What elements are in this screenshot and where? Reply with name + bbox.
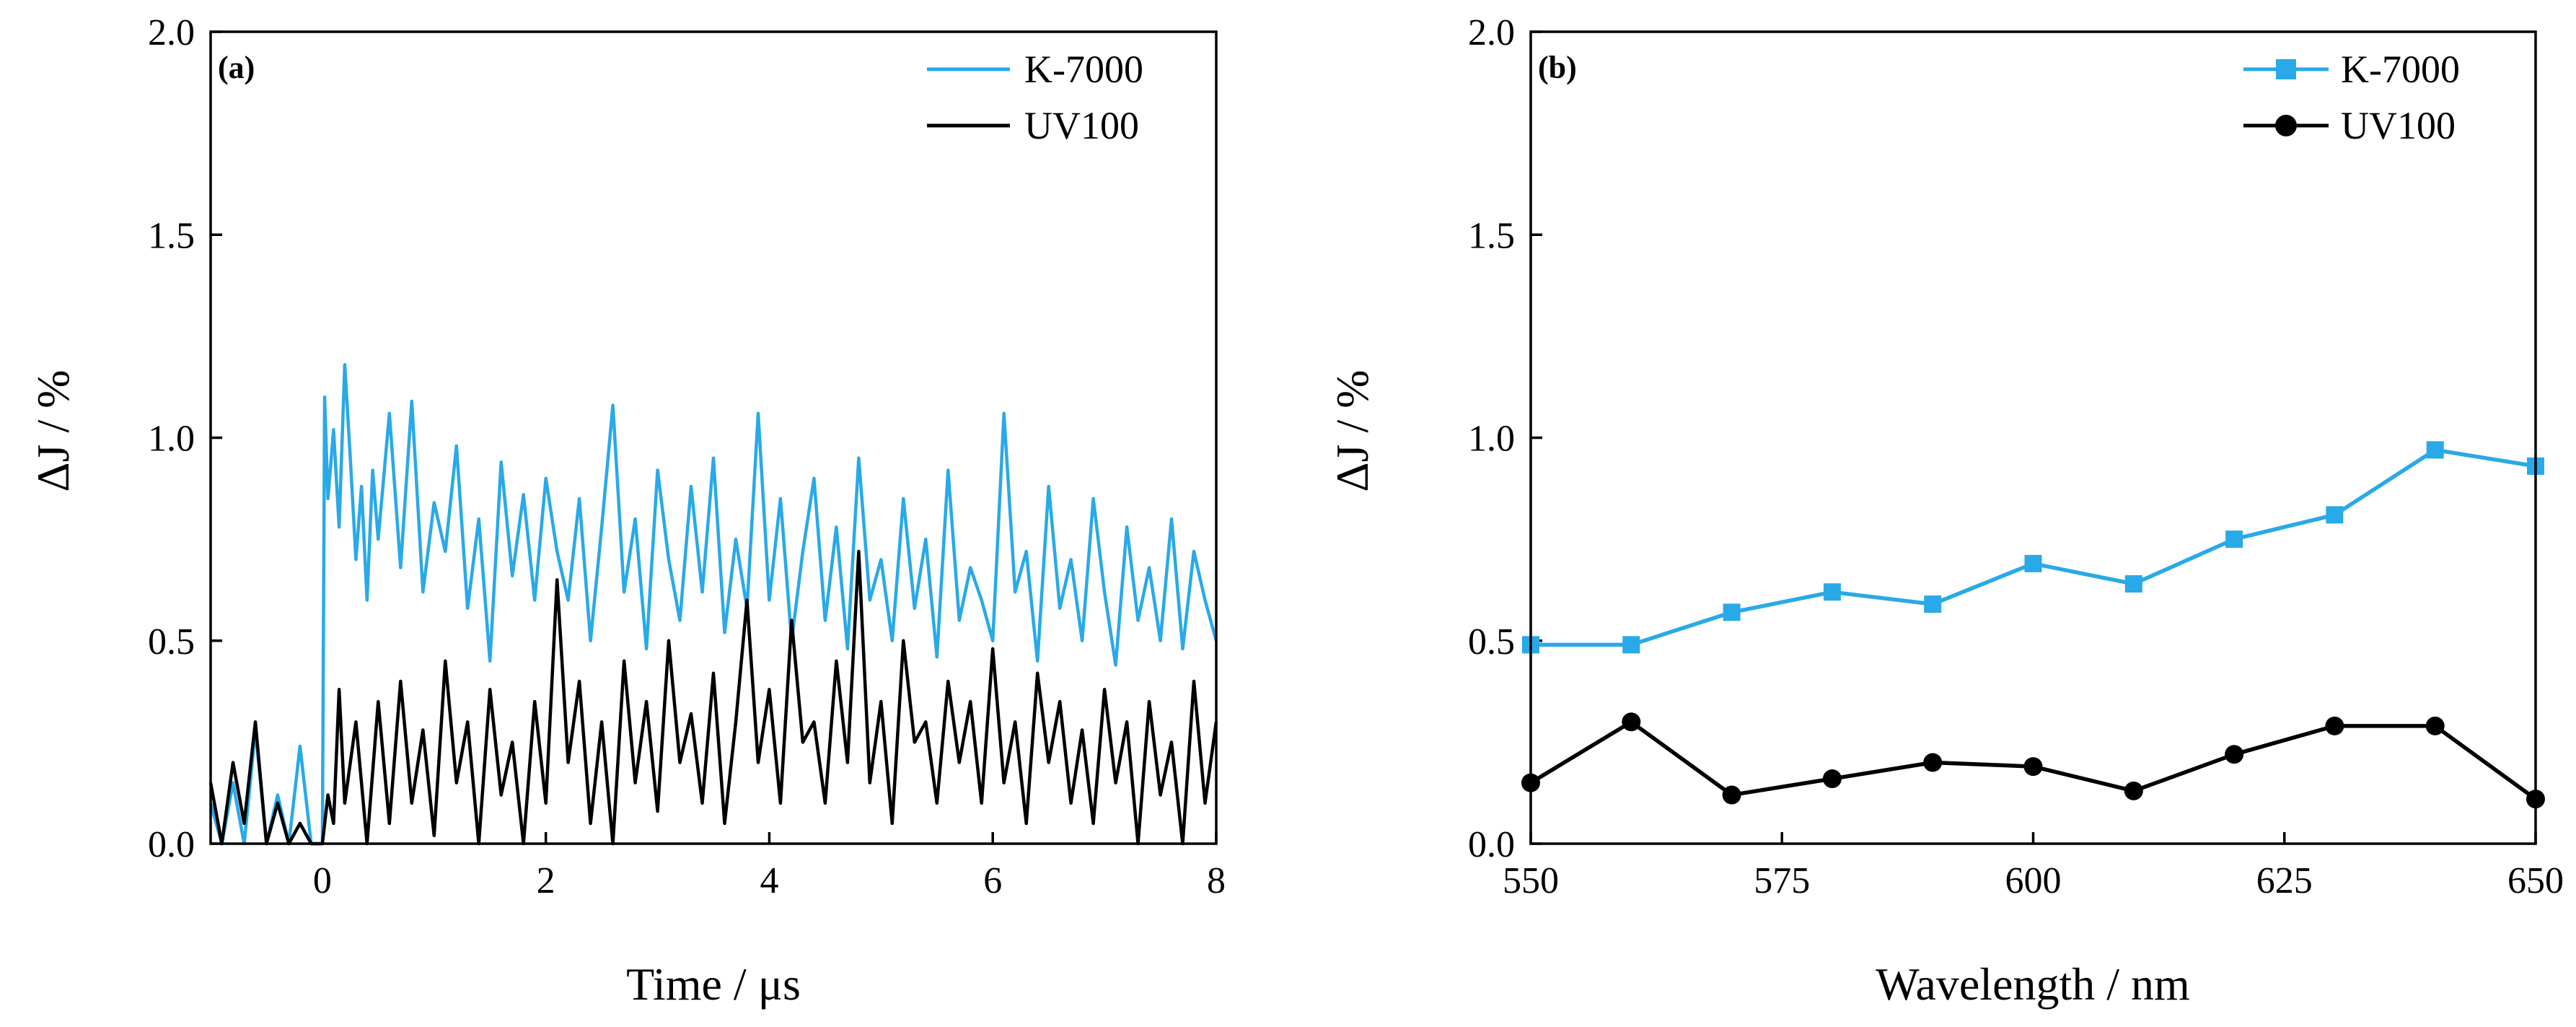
data-point-k7000 (1823, 583, 1841, 601)
data-point-uv100 (1722, 785, 1741, 805)
data-point-uv100 (1822, 769, 1842, 788)
x-tick-label: 0 (313, 860, 332, 901)
y-tick-label: 1.0 (148, 419, 195, 460)
panel-a-x-tick-labels: 0 2 4 6 8 (313, 860, 1226, 901)
y-tick-label: 0.0 (148, 824, 195, 865)
data-point-k7000 (2426, 441, 2444, 459)
x-tick-label: 650 (2507, 860, 2564, 901)
legend-k7000-label: K-7000 (2341, 48, 2460, 91)
panel-b-frame (1529, 30, 2537, 845)
legend-uv100-marker (2275, 115, 2297, 136)
panel-a-ticks (211, 30, 1218, 845)
data-point-k7000 (1622, 636, 1640, 654)
panel-b-xlabel: Wavelength / nm (1876, 958, 2190, 1010)
legend-k7000-marker (2276, 59, 2296, 79)
data-point-k7000 (2326, 506, 2344, 524)
series-line-uv100 (208, 549, 1218, 846)
panel-a-series (208, 363, 1218, 846)
data-point-k7000 (1723, 603, 1741, 621)
panel-b-ylabel: ΔJ / % (1327, 370, 1378, 491)
panel-a-label: (a) (218, 50, 255, 85)
panel-a-frame (209, 30, 1218, 845)
data-point-uv100 (2124, 781, 2143, 800)
x-tick-label: 625 (2256, 860, 2313, 901)
y-tick-label: 0.5 (148, 621, 195, 663)
x-tick-label: 6 (983, 860, 1002, 901)
panel-b-label: (b) (1538, 50, 1577, 85)
y-tick-label: 1.0 (1468, 419, 1515, 460)
data-point-uv100 (2425, 716, 2445, 735)
legend-k7000-label: K-7000 (1024, 48, 1143, 91)
panel-a-ylabel: ΔJ / % (27, 370, 79, 491)
panel-a-xlabel: Time / μs (626, 958, 801, 1010)
series-line-k7000 (1531, 447, 2536, 647)
panel-a-legend: K-7000 UV100 (927, 48, 1143, 147)
panel-b-y-tick-labels: 0.0 0.5 1.0 1.5 2.0 (1468, 12, 1515, 865)
legend-uv100-label: UV100 (1024, 104, 1139, 147)
panel-b-series (1521, 441, 2545, 809)
data-point-k7000 (2225, 530, 2243, 549)
y-tick-label: 0.0 (1468, 824, 1515, 865)
panel-b-x-tick-labels: 550 575 600 625 650 (1503, 860, 2564, 901)
x-tick-label: 550 (1503, 860, 1559, 901)
panel-a: ΔJ / % 0.0 0.5 1.0 1.5 2.0 0 2 4 6 8 (a) K-7000 … (27, 12, 1226, 1010)
y-tick-label: 0.5 (1468, 621, 1515, 663)
y-tick-label: 1.5 (1468, 215, 1515, 256)
data-point-uv100 (1622, 712, 1641, 732)
panel-a-y-tick-labels: 0.0 0.5 1.0 1.5 2.0 (148, 12, 195, 865)
x-tick-label: 600 (2005, 860, 2062, 901)
series-line-k7000 (208, 363, 1218, 846)
x-tick-label: 2 (537, 860, 555, 901)
data-point-uv100 (2023, 757, 2043, 777)
data-point-k7000 (2124, 575, 2142, 593)
x-tick-label: 8 (1207, 860, 1226, 901)
legend-uv100-label: UV100 (2341, 104, 2456, 147)
data-point-uv100 (1923, 753, 1943, 772)
panel-b-ticks (1529, 30, 2537, 845)
data-point-k7000 (1924, 595, 1942, 613)
data-point-uv100 (2325, 716, 2344, 735)
panel-b: ΔJ / % 0.0 0.5 1.0 1.5 2.0 550 575 600 625 650 (… (1327, 12, 2564, 1010)
data-point-k7000 (2024, 554, 2042, 572)
panel-b-legend: K-7000 UV100 (2243, 48, 2460, 147)
x-tick-label: 4 (760, 860, 778, 901)
y-tick-label: 2.0 (1468, 12, 1515, 53)
x-tick-label: 575 (1754, 860, 1810, 901)
y-tick-label: 2.0 (148, 12, 195, 53)
y-tick-label: 1.5 (148, 215, 195, 256)
data-point-uv100 (2225, 745, 2244, 764)
